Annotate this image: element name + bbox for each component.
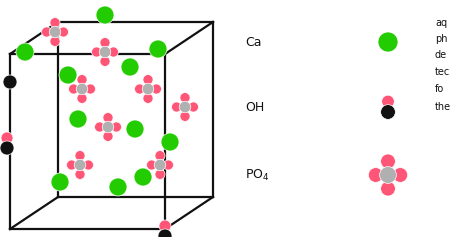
Circle shape — [66, 160, 77, 170]
Circle shape — [161, 133, 179, 151]
Circle shape — [188, 102, 199, 112]
Circle shape — [180, 111, 190, 121]
Circle shape — [155, 150, 165, 161]
Circle shape — [100, 38, 110, 48]
Text: the: the — [435, 102, 451, 112]
Circle shape — [75, 150, 85, 161]
Circle shape — [135, 84, 145, 94]
Circle shape — [155, 169, 165, 179]
Circle shape — [76, 83, 88, 95]
Circle shape — [85, 84, 95, 94]
Circle shape — [74, 159, 86, 171]
Circle shape — [172, 102, 182, 112]
Circle shape — [393, 168, 408, 182]
Circle shape — [179, 101, 191, 113]
Circle shape — [380, 167, 396, 183]
Circle shape — [381, 181, 395, 196]
Text: ph: ph — [435, 34, 447, 44]
Text: PO$_4$: PO$_4$ — [245, 168, 270, 182]
Circle shape — [50, 36, 60, 46]
Circle shape — [368, 168, 383, 182]
Circle shape — [103, 131, 113, 141]
Circle shape — [382, 95, 394, 108]
Circle shape — [50, 18, 60, 28]
Circle shape — [180, 93, 190, 103]
Circle shape — [143, 75, 153, 85]
Text: de: de — [435, 50, 447, 60]
Circle shape — [103, 113, 113, 123]
Circle shape — [69, 110, 87, 128]
Circle shape — [159, 220, 171, 232]
Circle shape — [49, 26, 61, 38]
Circle shape — [151, 84, 162, 94]
Circle shape — [100, 56, 110, 66]
Circle shape — [42, 27, 52, 37]
Circle shape — [154, 159, 166, 171]
Text: Ca: Ca — [245, 36, 262, 49]
Circle shape — [51, 173, 69, 191]
Circle shape — [146, 160, 156, 170]
Circle shape — [3, 75, 17, 89]
Circle shape — [164, 160, 173, 170]
Circle shape — [83, 160, 93, 170]
Circle shape — [1, 132, 13, 144]
Circle shape — [149, 40, 167, 58]
Circle shape — [0, 141, 14, 155]
Circle shape — [59, 66, 77, 84]
Circle shape — [134, 168, 152, 186]
Circle shape — [75, 169, 85, 179]
Circle shape — [381, 105, 395, 119]
Circle shape — [16, 43, 34, 61]
Circle shape — [142, 83, 154, 95]
Text: OH: OH — [245, 100, 264, 114]
Circle shape — [94, 122, 105, 132]
Circle shape — [143, 93, 153, 103]
Circle shape — [121, 58, 139, 76]
Circle shape — [96, 6, 114, 24]
Text: aq: aq — [435, 18, 447, 28]
Text: fo: fo — [435, 84, 444, 94]
Circle shape — [91, 47, 101, 57]
Circle shape — [77, 75, 87, 85]
Circle shape — [111, 122, 121, 132]
Circle shape — [378, 32, 398, 52]
Circle shape — [77, 93, 87, 103]
Circle shape — [109, 178, 127, 196]
Circle shape — [99, 46, 111, 58]
Circle shape — [381, 154, 395, 169]
Circle shape — [126, 120, 144, 138]
Circle shape — [102, 121, 114, 133]
Circle shape — [58, 27, 68, 37]
Circle shape — [69, 84, 79, 94]
Circle shape — [158, 229, 172, 237]
Circle shape — [109, 47, 118, 57]
Text: tec: tec — [435, 67, 450, 77]
